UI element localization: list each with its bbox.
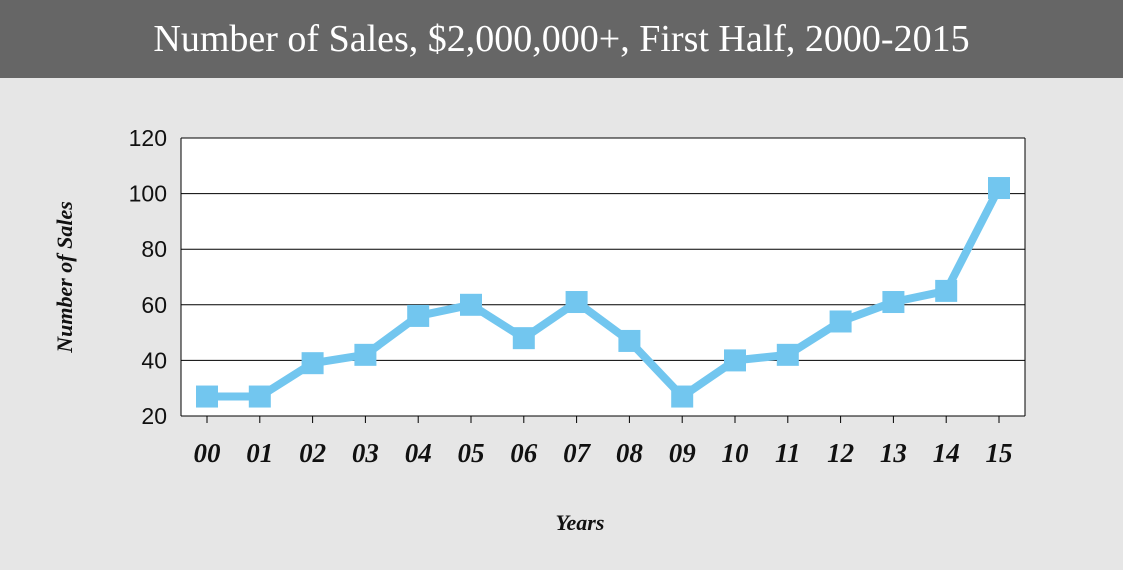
x-tick-label: 14 <box>933 438 960 468</box>
data-point <box>407 304 430 327</box>
data-point <box>935 279 958 302</box>
data-point <box>829 310 852 333</box>
y-axis-label: Number of Sales <box>52 201 77 354</box>
data-point <box>776 343 799 366</box>
x-tick-label: 11 <box>775 438 801 468</box>
y-tick-label: 100 <box>129 181 167 207</box>
x-tick-labels: 00 01 02 03 04 05 06 07 08 09 10 11 12 13 14 15 <box>194 438 1013 468</box>
x-tick-label: 01 <box>246 438 273 468</box>
y-tick-label: 120 <box>129 125 167 151</box>
plot-area <box>181 138 1025 416</box>
x-tick-label: 06 <box>510 438 538 468</box>
x-tick-label: 07 <box>563 438 592 468</box>
x-tick-label: 10 <box>722 438 750 468</box>
title-bar: Number of Sales, $2,000,000+, First Half… <box>0 0 1123 78</box>
data-markers <box>196 177 1010 408</box>
chart-title: Number of Sales, $2,000,000+, First Half… <box>153 18 970 60</box>
data-point <box>248 385 271 408</box>
data-point <box>724 349 746 372</box>
y-tick-label: 60 <box>141 292 167 318</box>
x-tick-label: 15 <box>986 438 1013 468</box>
axes <box>180 138 1026 423</box>
data-point <box>196 385 218 408</box>
data-point <box>512 327 535 350</box>
x-tick-label: 00 <box>194 438 222 468</box>
data-point <box>671 385 694 408</box>
data-point <box>882 291 905 314</box>
x-tick-label: 03 <box>352 438 379 468</box>
data-point <box>988 177 1010 200</box>
data-point <box>460 293 482 316</box>
y-tick-label: 80 <box>141 236 167 262</box>
x-tick-label: 09 <box>669 438 697 468</box>
x-tick-label: 04 <box>405 438 432 468</box>
x-tick-label: 08 <box>616 438 644 468</box>
x-tick-label: 05 <box>458 438 485 468</box>
y-tick-labels: 20 40 60 80 100 120 <box>129 125 167 429</box>
x-tick-label: 12 <box>827 438 854 468</box>
data-point <box>354 343 377 366</box>
x-tick-label: 13 <box>880 438 907 468</box>
data-point <box>618 329 641 352</box>
y-tick-label: 20 <box>141 403 167 429</box>
data-point <box>301 352 324 375</box>
data-point <box>565 291 588 314</box>
series-line <box>207 186 1003 401</box>
y-tick-label: 40 <box>141 347 167 373</box>
x-tick-label: 02 <box>299 438 326 468</box>
x-axis-label: Years <box>556 510 605 535</box>
series-polyline <box>207 186 1003 401</box>
